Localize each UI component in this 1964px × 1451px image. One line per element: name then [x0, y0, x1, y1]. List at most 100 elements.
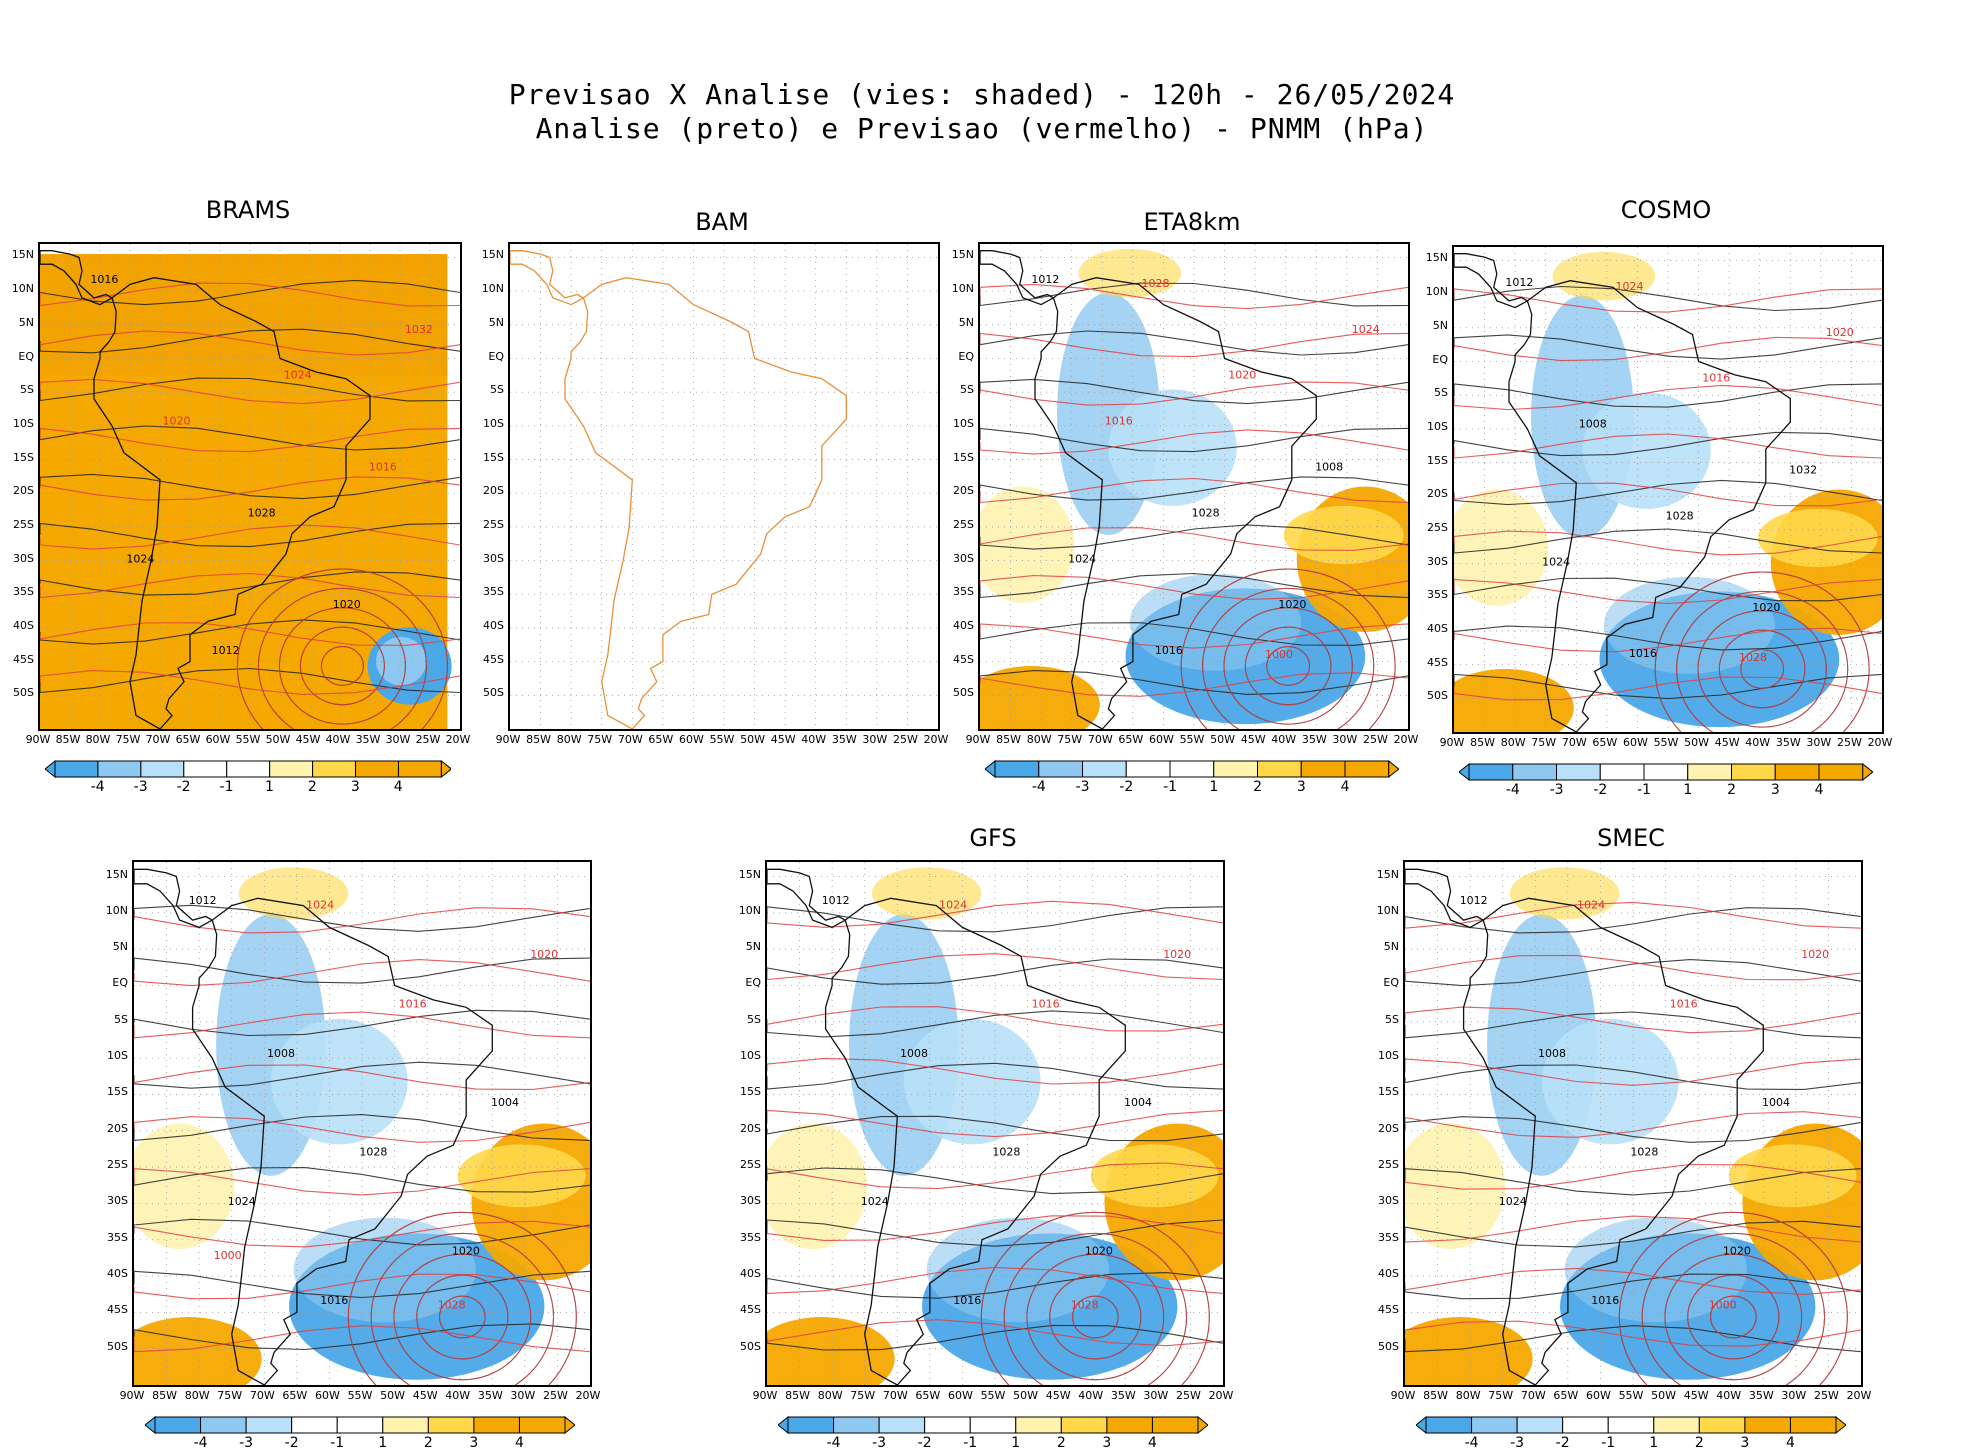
- colorbar-label: 4: [1147, 1435, 1157, 1451]
- latitude-tick-label: 40S: [953, 618, 974, 632]
- colorbar-segment: [291, 1416, 338, 1434]
- forecast-isobar: [980, 672, 1408, 697]
- colorbar-arrow-right: [564, 1415, 576, 1435]
- forecast-isobar: [1072, 1295, 1119, 1339]
- central-america-coastline: [134, 868, 214, 929]
- analysis-isobar: [980, 622, 1408, 646]
- analysis-isobar: [134, 1270, 590, 1299]
- analysis-isobar: [767, 1115, 1223, 1142]
- latitude-tick-label: 10N: [11, 282, 34, 296]
- positive-bias-area: [980, 665, 1100, 729]
- analysis-isobar-label: 1016: [953, 1294, 981, 1307]
- forecast-isobar-label: 1016: [1105, 415, 1133, 428]
- forecast-isobar: [134, 959, 590, 987]
- latitude-tick-label: 45S: [13, 652, 34, 666]
- forecast-isobar: [134, 1220, 590, 1248]
- forecast-isobar: [1405, 1320, 1861, 1347]
- longitude-tick-label: 20W: [575, 1389, 601, 1402]
- colorbar-label: 3: [1296, 779, 1306, 795]
- map-panel-cosmo: 1012 1016 1020 1024 1028 1032 1008 1016 1020 1024…: [1452, 245, 1884, 734]
- analysis-isobar: [767, 958, 1223, 985]
- analysis-isobar: [134, 1009, 590, 1037]
- analysis-isobar: [1405, 1273, 1861, 1300]
- forecast-isobar-label: 1028: [1142, 277, 1170, 290]
- central-america-coastline: [980, 250, 1055, 306]
- analysis-isobar-label: 1012: [822, 894, 850, 907]
- latitude-tick-label: EQ: [1432, 352, 1448, 366]
- colorbar-segment: [1257, 760, 1302, 778]
- figure-title-line1: Previsao X Analise (vies: shaded) - 120h…: [508, 78, 1456, 111]
- latitude-tick-label: 15S: [740, 1085, 761, 1099]
- latitude-tick-label: 15N: [481, 248, 504, 262]
- colorbar-arrow-right: [440, 759, 452, 779]
- latitude-tick-label: 5S: [1385, 1012, 1399, 1026]
- colorbar-label: -4: [1464, 1435, 1479, 1451]
- forecast-isobar: [1454, 482, 1882, 507]
- longitude-tick-label: 85W: [1470, 736, 1495, 749]
- latitude-tick-label: 20S: [483, 484, 504, 498]
- forecast-isobar: [1454, 627, 1882, 653]
- colorbar-segment: [1471, 1416, 1518, 1434]
- colorbar-label: -1: [1601, 1435, 1616, 1451]
- positive-bias-area: [134, 1317, 262, 1385]
- analysis-isobar: [1454, 625, 1882, 651]
- negative-bias-area: [1108, 389, 1237, 506]
- longitude-tick-label: 45W: [295, 733, 321, 746]
- colorbar-segment: [1468, 763, 1514, 781]
- colorbar-label: -2: [917, 1435, 932, 1451]
- longitude-tick-label: 80W: [184, 1389, 210, 1402]
- longitude-tick-label: 60W: [1622, 736, 1648, 749]
- forecast-isobar: [40, 378, 460, 405]
- analysis-isobar-label: 1008: [900, 1047, 928, 1060]
- analysis-isobar: [1454, 334, 1882, 360]
- longitude-tick-label: 75W: [1531, 736, 1557, 749]
- latitude-tick-label: 10S: [1427, 419, 1448, 433]
- analysis-isobar-label: 1028: [248, 506, 276, 519]
- longitude-tick-label: 30W: [1781, 1389, 1807, 1402]
- analysis-isobar: [980, 282, 1408, 307]
- panel-title: SMEC: [1597, 824, 1665, 852]
- colorbar-label: 1: [1011, 1435, 1021, 1451]
- colorbar-label: 3: [1770, 782, 1780, 798]
- colorbar-segment: [1512, 763, 1558, 781]
- latitude-tick-label: 15N: [105, 867, 128, 881]
- colorbar-arrow-left: [777, 1415, 789, 1435]
- colorbar-arrow-right: [1388, 759, 1400, 779]
- forecast-isobar: [1454, 530, 1882, 556]
- panel-title: COSMO: [1620, 196, 1712, 224]
- colorbar-label: 4: [393, 779, 403, 795]
- longitude-tick-label: 30W: [1143, 1389, 1169, 1402]
- colorbar-segment: [878, 1416, 926, 1434]
- colorbar-segment: [1213, 760, 1259, 778]
- positive-bias-area: [1405, 1123, 1506, 1250]
- forecast-isobar-label: 1024: [1352, 323, 1380, 336]
- latitude-tick-label: 50S: [740, 1339, 761, 1353]
- forecast-isobar: [1618, 1211, 1848, 1385]
- latitude-tick-label: 45S: [483, 652, 504, 666]
- forecast-isobar: [767, 1006, 1223, 1032]
- longitude-tick-label: 65W: [1592, 736, 1618, 749]
- latitude-tick-label: 5N: [112, 940, 128, 954]
- forecast-isobar: [980, 283, 1408, 310]
- forecast-isobar: [1405, 1215, 1861, 1243]
- latitude-tick-label: 10N: [105, 903, 128, 917]
- positive-bias-area: [1090, 1144, 1219, 1208]
- longitude-tick-label: 35W: [1775, 736, 1801, 749]
- longitude-tick-label: 75W: [1057, 733, 1083, 746]
- forecast-isobar-label: 1000: [214, 1249, 242, 1262]
- latitude-tick-label: 20S: [1427, 487, 1448, 501]
- longitude-tick-label: 90W: [1390, 1389, 1416, 1402]
- forecast-isobar: [980, 429, 1408, 455]
- forecast-isobar: [980, 527, 1408, 551]
- latitude-tick-label: 40S: [1427, 621, 1448, 635]
- colorbar-segment: [1344, 760, 1390, 778]
- colorbar-segment: [1818, 763, 1864, 781]
- analysis-isobar: [767, 1167, 1223, 1195]
- forecast-isobar: [1405, 1058, 1861, 1086]
- colorbar-segment: [397, 760, 442, 778]
- latitude-tick-label: 50S: [13, 686, 34, 700]
- colorbar-segment: [1300, 760, 1346, 778]
- analysis-isobar: [1405, 959, 1861, 987]
- longitude-tick-label: 40W: [325, 733, 351, 746]
- panel-title: GFS: [969, 824, 1017, 852]
